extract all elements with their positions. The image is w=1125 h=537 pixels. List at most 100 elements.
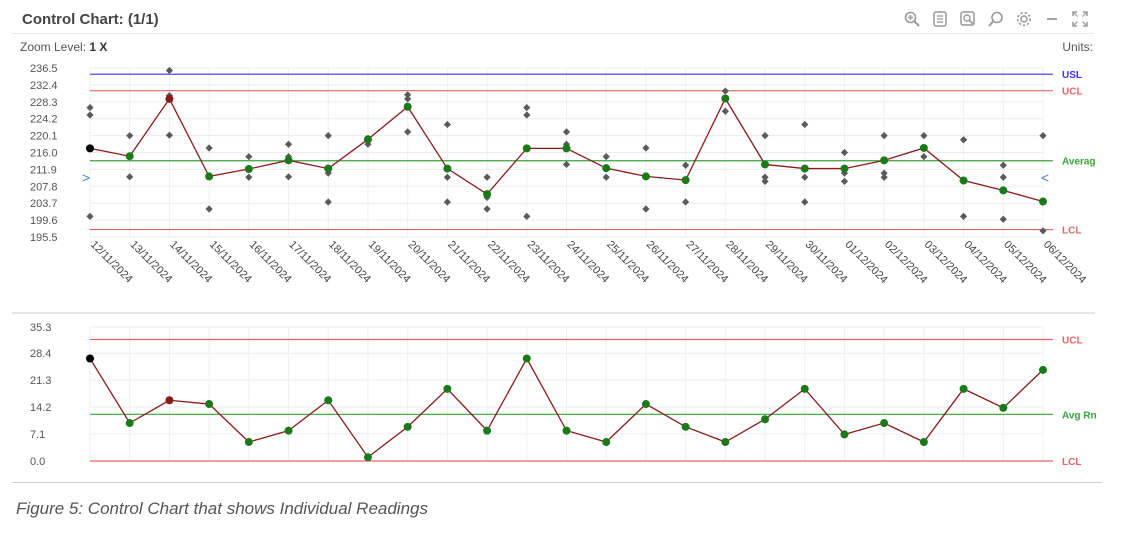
y-tick-label: 21.3 [30, 375, 51, 387]
data-point [363, 453, 372, 462]
data-point [324, 164, 333, 173]
data-point [483, 426, 492, 435]
chart-title: Control Chart: (1/1) [22, 11, 159, 28]
data-point [125, 152, 134, 161]
reading-point [642, 144, 650, 152]
reading-point [205, 144, 213, 152]
data-point [681, 422, 690, 431]
data-point [959, 384, 968, 393]
list-icon[interactable] [930, 9, 950, 29]
data-point [721, 438, 730, 447]
reading-point [284, 173, 293, 181]
reading-point [761, 132, 769, 140]
reading-point [523, 212, 531, 220]
reading-point [126, 173, 134, 181]
data-point [602, 164, 611, 173]
data-point [1039, 365, 1047, 374]
reading-point [602, 173, 610, 181]
reading-point [86, 111, 94, 119]
data-point [562, 426, 571, 435]
data-point [999, 403, 1008, 412]
data-point [840, 430, 849, 439]
reading-point [1039, 132, 1047, 140]
data-point [205, 172, 214, 181]
reading-point [682, 198, 690, 206]
reading-point [483, 205, 491, 213]
limit-label-ucl: UCL [1062, 87, 1083, 98]
data-point [483, 190, 492, 199]
reading-point [801, 198, 809, 206]
data-point [999, 186, 1008, 195]
zoom-in-icon[interactable] [902, 9, 922, 29]
reading-point [880, 173, 888, 181]
zoom-label: Zoom Level: [20, 40, 87, 54]
y-tick-label: 220.1 [30, 131, 58, 143]
minimize-icon[interactable] [1042, 9, 1062, 29]
reading-point [443, 120, 451, 129]
data-point [721, 94, 730, 103]
data-point [1039, 197, 1047, 206]
reading-point [920, 153, 928, 161]
y-tick-label: 28.4 [30, 348, 51, 360]
data-point [641, 400, 650, 409]
data-point [880, 156, 889, 165]
data-point [562, 144, 571, 153]
data-point [880, 419, 889, 428]
gear-icon[interactable] [1014, 9, 1034, 29]
reading-point [324, 198, 332, 206]
y-tick-label: 228.3 [30, 97, 58, 109]
zoom-region-icon[interactable] [958, 9, 978, 29]
data-point [800, 164, 809, 173]
data-point [641, 172, 650, 181]
figure-caption: Figure 5: Control Chart that shows Indiv… [16, 499, 428, 518]
data-point [165, 396, 174, 405]
y-tick-label: 203.7 [30, 198, 58, 210]
data-point [602, 438, 611, 447]
data-point [919, 438, 928, 447]
data-point [761, 415, 770, 424]
data-point [86, 354, 94, 363]
limit-label-usl: USL [1062, 70, 1082, 81]
reading-point [562, 160, 571, 169]
data-point [403, 422, 412, 431]
fullscreen-icon[interactable] [1070, 9, 1090, 29]
limit-label-averag: Averag [1062, 157, 1096, 168]
data-point [284, 426, 293, 435]
reading-point [721, 87, 729, 95]
reading-point [840, 148, 849, 157]
y-tick-label: 0.0 [30, 456, 45, 468]
reading-point [801, 173, 809, 181]
search-icon[interactable] [986, 9, 1006, 29]
reading-point [483, 173, 491, 181]
reading-point [642, 205, 650, 213]
reading-point [245, 153, 253, 161]
y-tick-label: 7.1 [30, 429, 45, 441]
reading-point [721, 107, 729, 115]
y-tick-label: 236.5 [30, 63, 58, 75]
reading-point [761, 177, 769, 185]
data-point [522, 144, 531, 153]
data-point [522, 354, 531, 363]
data-point [840, 164, 849, 173]
data-point [244, 438, 253, 447]
data-point [959, 176, 968, 185]
reading-point [999, 161, 1007, 169]
reading-point [761, 173, 769, 181]
data-point [443, 164, 452, 173]
data-point [800, 384, 809, 393]
chart-header: Control Chart: (1/1) [12, 7, 1094, 34]
control-chart: 236.5 232.4 228.3 224.2 220.1 216.0 211.9 207.8… [12, 63, 1097, 468]
reading-point [324, 132, 332, 140]
reading-point [86, 212, 94, 220]
reading-point [523, 111, 531, 119]
y-tick-label: 14.2 [30, 402, 51, 414]
reading-point [126, 132, 134, 140]
limit-label-avg-rn: Avg Rn [1062, 410, 1097, 421]
y-tick-label: 207.8 [30, 181, 58, 193]
reading-point [165, 131, 174, 139]
reading-point [404, 128, 412, 136]
data-point [86, 144, 94, 153]
reading-point [999, 173, 1007, 181]
reading-point [443, 198, 451, 206]
data-point [681, 176, 690, 185]
